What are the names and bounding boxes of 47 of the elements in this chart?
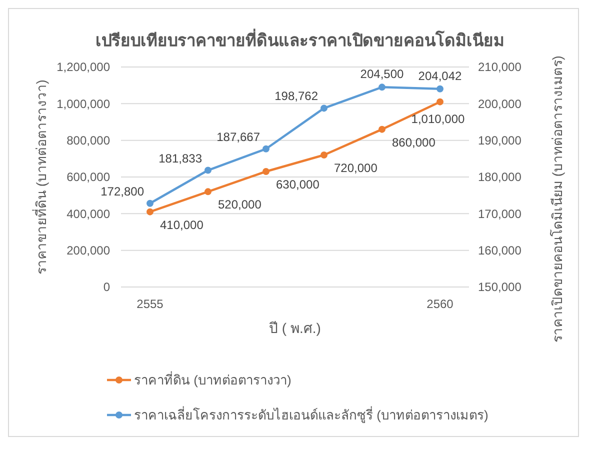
x-tick: 2555 [136, 297, 164, 311]
legend-label: ราคาเฉลี่ยโครงการระดับไฮเอนด์และลักซูรี่ (บาทต่อตารางเมตร) [134, 406, 488, 424]
point [320, 104, 328, 112]
data-label: 187,667 [216, 130, 260, 144]
y-tick: 1,000,000 [56, 96, 110, 111]
point [146, 208, 154, 216]
point [146, 200, 154, 207]
data-label: 204,500 [360, 67, 404, 82]
legend-item: ราคาที่ดิน (บาทต่อตารางวา) [107, 372, 292, 388]
point [204, 166, 212, 174]
y2-tick: 160,000 [478, 244, 522, 258]
y-tick: 600,000 [66, 170, 110, 184]
y2-tick: 170,000 [478, 206, 522, 221]
data-label: 630,000 [276, 178, 320, 192]
data-label: 860,000 [392, 135, 436, 150]
y2-tick: 180,000 [478, 170, 522, 184]
y-tick: 800,000 [66, 134, 110, 148]
y2-tick: 200,000 [478, 96, 522, 111]
y2-tick: 190,000 [478, 134, 522, 148]
y2-tick: 210,000 [478, 60, 522, 74]
x-tick: 2560 [426, 297, 454, 311]
point [204, 188, 212, 196]
point [378, 126, 386, 133]
y-tick: 400,000 [66, 206, 110, 221]
data-label: 720,000 [334, 161, 378, 175]
y-tick: 200,000 [66, 244, 110, 258]
y-axis-title: ราคาขายที่ดิน (บาทต่อตารางวา) [34, 80, 49, 274]
point [436, 85, 444, 92]
data-label: 520,000 [218, 198, 262, 212]
x-axis-title: ปี ( พ.ศ.) [269, 320, 321, 336]
y2-axis-title: ราคาเปิดขายคอนโดมิเนียม (บาทต่อตารางเมตร) [550, 56, 565, 342]
data-label: 1,010,000 [411, 112, 465, 126]
data-label: 204,042 [418, 68, 462, 83]
legend-label: ราคาที่ดิน (บาทต่อตารางวา) [134, 372, 292, 388]
y-tick: 0 [103, 280, 110, 294]
data-label: 410,000 [160, 218, 204, 232]
point [378, 84, 386, 91]
point [262, 168, 270, 175]
data-label: 181,833 [158, 151, 202, 166]
point [262, 145, 270, 152]
y2-tick: 150,000 [478, 280, 522, 294]
point [320, 152, 328, 158]
legend-item: ราคาเฉลี่ยโครงการระดับไฮเอนด์และลักซูรี่ (บาทต่อตารางเมตร) [107, 408, 488, 423]
data-label: 172,800 [100, 184, 144, 198]
point [436, 98, 444, 106]
data-label: 198,762 [274, 89, 318, 104]
y-tick: 1,200,000 [56, 60, 110, 74]
